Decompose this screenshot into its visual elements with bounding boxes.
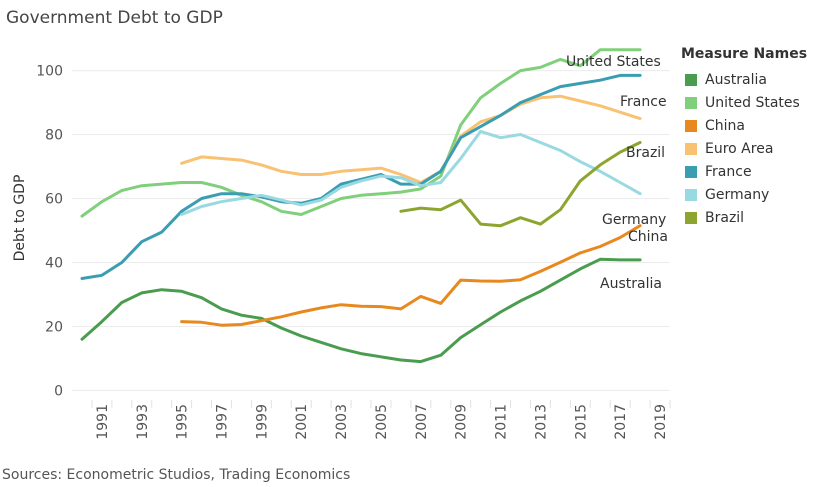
series-label-germany: Germany (602, 212, 666, 228)
y-axis-label: Debt to GDP (12, 175, 28, 262)
legend-item[interactable]: France (681, 160, 807, 183)
series-label-brazil: Brazil (626, 145, 665, 161)
series-line-united-states (80, 48, 642, 218)
series-lines (80, 48, 642, 364)
legend-label: United States (705, 94, 800, 111)
legend-item[interactable]: Australia (681, 68, 807, 91)
x-tick-label: 2019 (653, 404, 669, 440)
series-labels: Australia United States China France Germany… (566, 54, 668, 292)
legend-item[interactable]: United States (681, 91, 807, 114)
legend-swatch (685, 73, 697, 86)
series-line-france (80, 73, 642, 280)
x-tick-label: 1995 (175, 404, 191, 440)
legend-item[interactable]: Euro Area (681, 137, 807, 160)
legend-label: Germany (705, 186, 770, 203)
source-note: Sources: Econometric Studios, Trading Ec… (2, 467, 351, 483)
x-tick-label: 2015 (573, 404, 589, 440)
y-tick-label: 60 (45, 192, 63, 208)
axes: 0 20 40 60 80 100 1991 1993 1995 1997 1999 2001 2003… (36, 64, 671, 440)
chart-title: Government Debt to GDP (6, 8, 223, 28)
legend-title: Measure Names (681, 46, 808, 62)
legend-item[interactable]: Brazil (681, 206, 807, 229)
series-label-united-states: United States (566, 54, 661, 70)
x-tick-label: 1993 (135, 404, 151, 440)
legend-swatch (685, 188, 697, 201)
legend-item[interactable]: China (681, 114, 807, 137)
series-label-france: France (620, 94, 667, 110)
series-line-australia (80, 257, 642, 364)
series-line-brazil (399, 141, 642, 228)
series-label-australia: Australia (600, 276, 662, 292)
x-tick-label: 2017 (613, 404, 629, 440)
legend-swatch (685, 211, 697, 224)
legend: Measure Names Australia United States Chin… (681, 46, 807, 229)
x-tick-label: 2001 (294, 404, 310, 440)
x-tick-label: 2013 (533, 404, 549, 440)
legend-label: Australia (705, 71, 767, 88)
x-tick-label: 1999 (254, 404, 270, 440)
x-tick-label: 2003 (334, 404, 350, 440)
legend-label: China (705, 117, 745, 134)
y-tick-label: 20 (45, 319, 63, 335)
x-tick-label: 1997 (215, 404, 231, 440)
legend-items: Australia United States China Euro Area Fran… (681, 68, 807, 229)
x-tick-label: 2009 (454, 404, 470, 440)
legend-swatch (685, 119, 697, 132)
y-tick-label: 100 (36, 64, 63, 80)
x-tick-label: 1991 (95, 404, 111, 440)
gridlines (72, 70, 670, 391)
series-label-china: China (628, 229, 668, 245)
series-line-china (180, 224, 642, 327)
series-line-euro-area (180, 94, 642, 184)
legend-swatch (685, 96, 697, 109)
y-tick-label: 80 (45, 128, 63, 144)
x-tick-label: 2005 (374, 404, 390, 440)
legend-swatch (685, 142, 697, 155)
legend-label: Euro Area (705, 140, 774, 157)
y-tick-label: 0 (54, 383, 63, 399)
series-line-germany (180, 129, 642, 216)
legend-swatch (685, 165, 697, 178)
legend-item[interactable]: Germany (681, 183, 807, 206)
legend-label: France (705, 163, 752, 180)
legend-label: Brazil (705, 209, 745, 226)
x-tick-label: 2007 (414, 404, 430, 440)
y-tick-label: 40 (45, 255, 63, 271)
x-tick-label: 2011 (494, 404, 510, 440)
